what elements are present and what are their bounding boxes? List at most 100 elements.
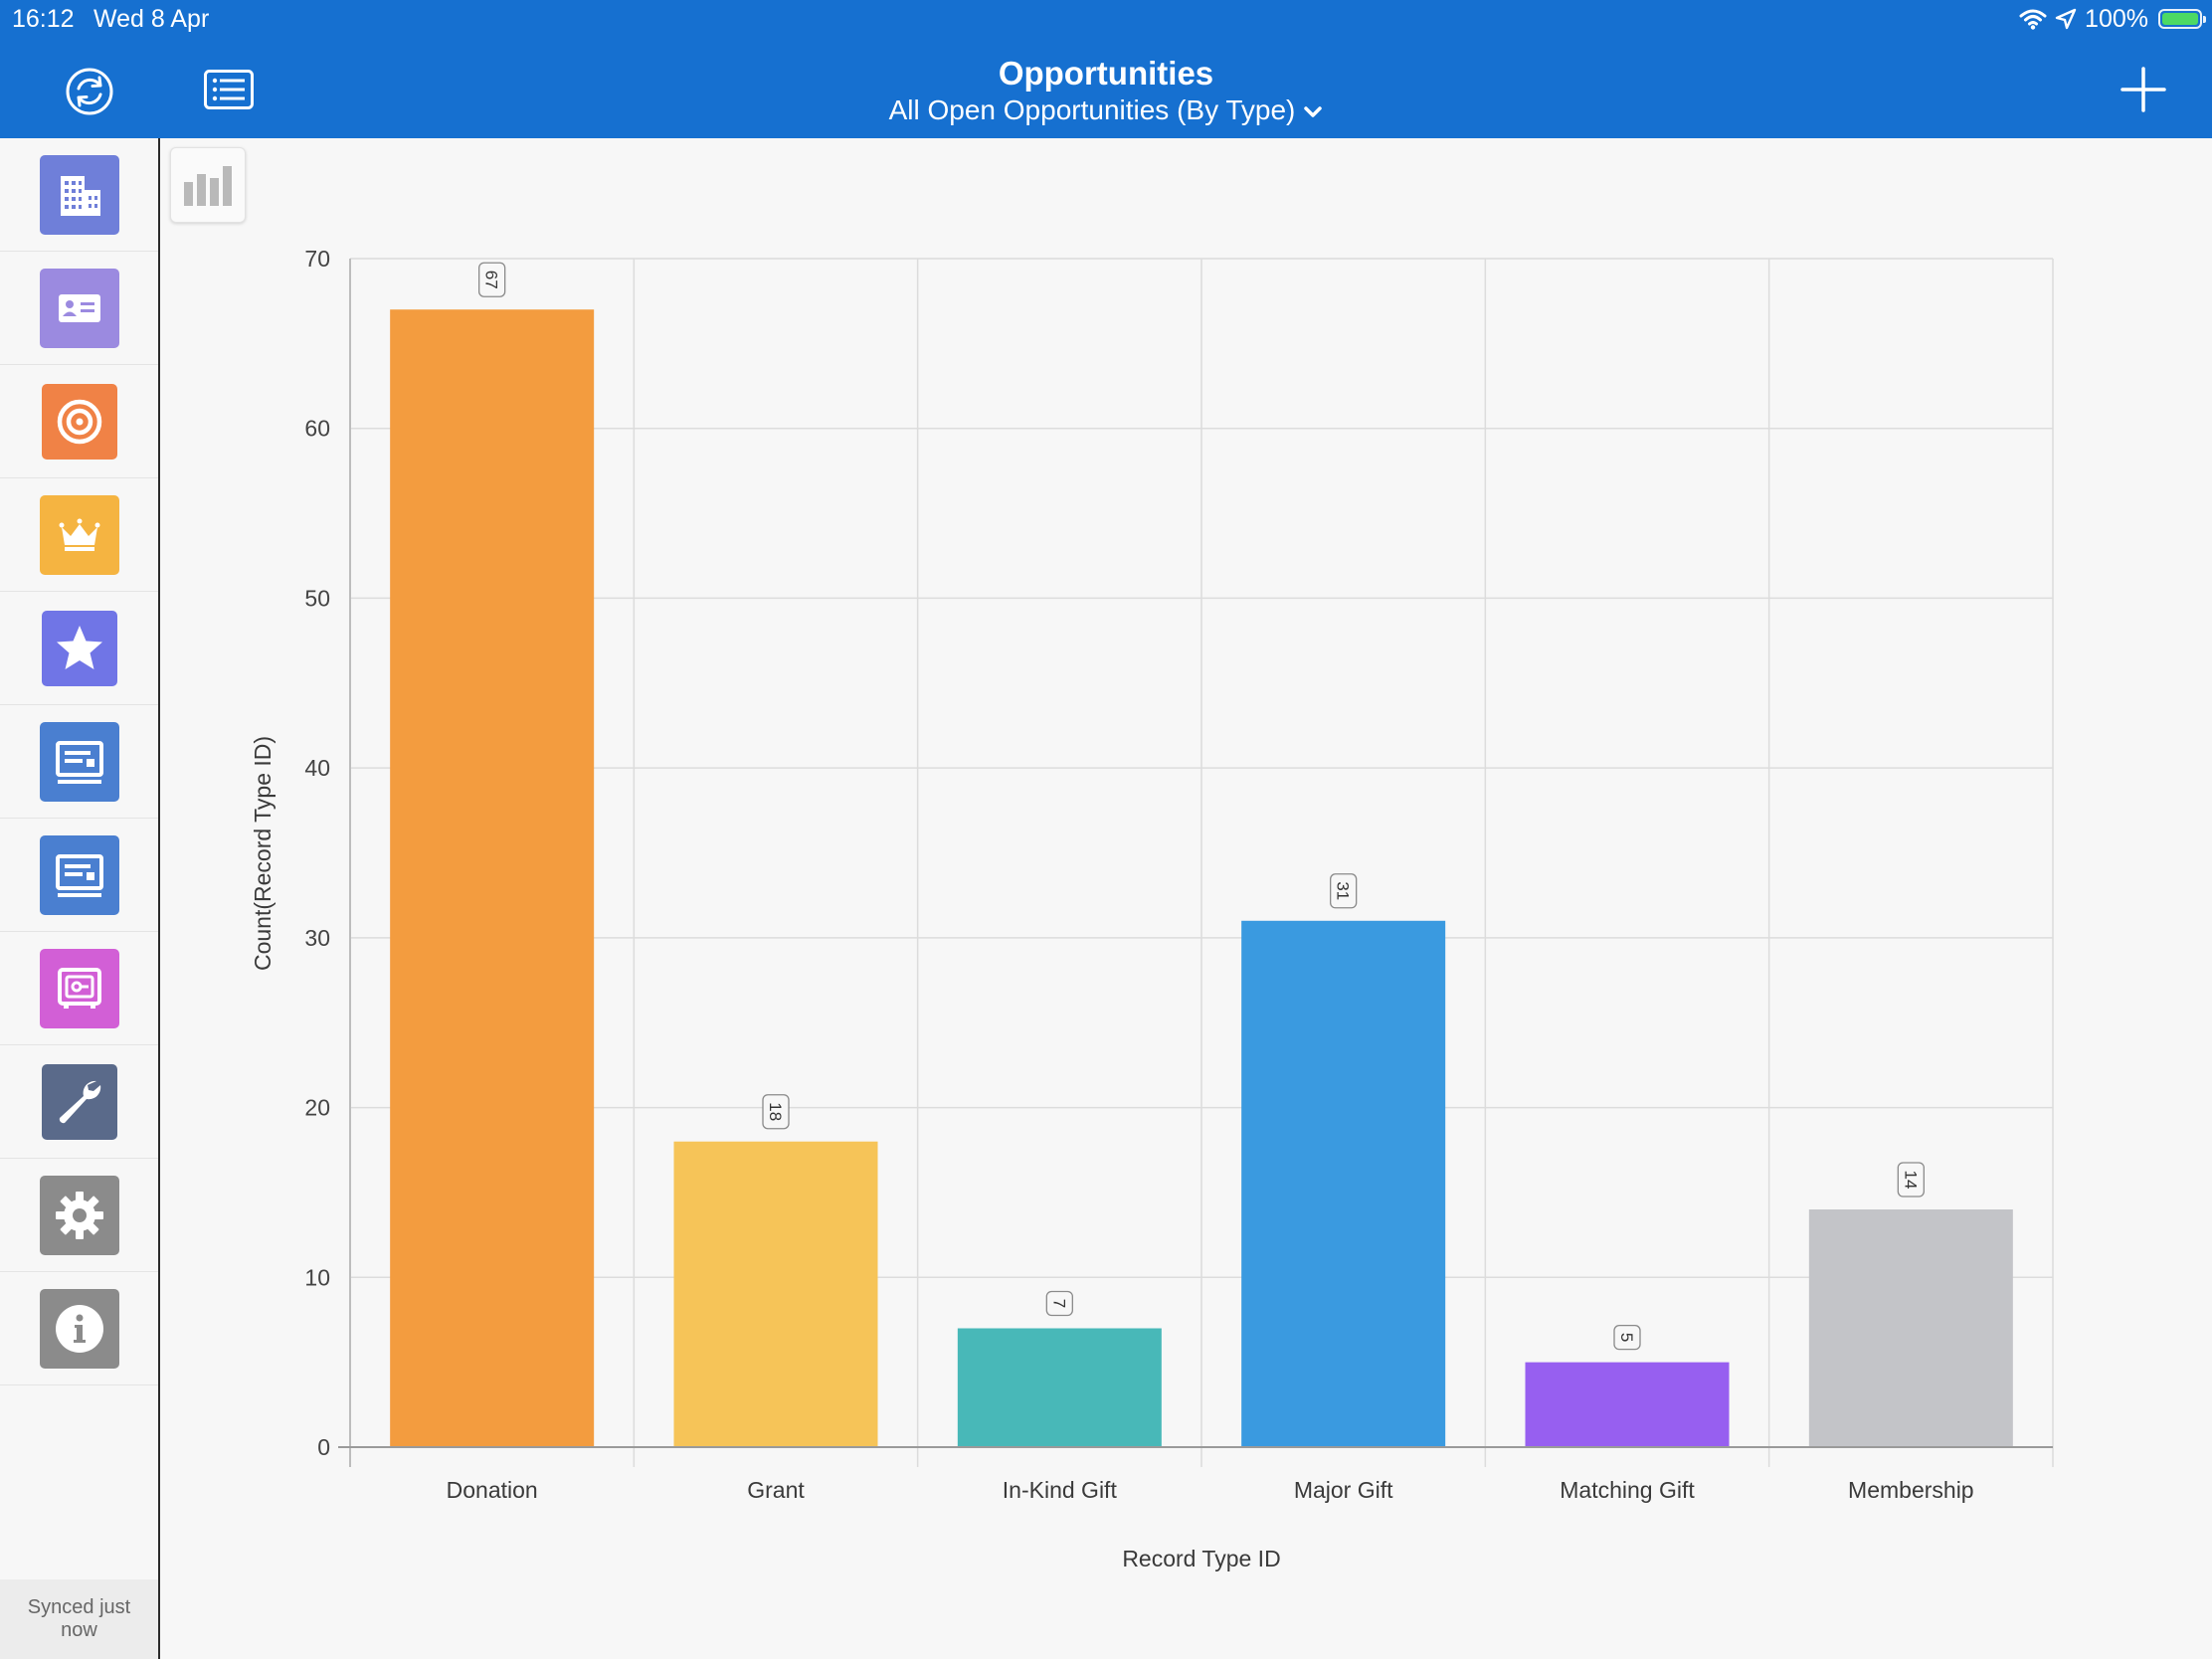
data-label-text: 18: [766, 1102, 785, 1121]
data-label-box: [1613, 1324, 1641, 1351]
sidebar-item-tools[interactable]: [0, 1045, 158, 1159]
data-label: 7: [1045, 1290, 1073, 1317]
bar-donation: [390, 309, 595, 1447]
data-label: 67: [478, 262, 506, 297]
y-tick-label: 30: [304, 925, 330, 951]
list-view-selector[interactable]: All Open Opportunities (By Type): [0, 93, 2212, 127]
data-label-box: [762, 1094, 790, 1130]
report-icon: [55, 853, 103, 897]
sidebar-tile: [41, 610, 117, 686]
y-tick-label: 0: [317, 1434, 330, 1460]
bar-grant: [673, 1141, 878, 1447]
sidebar-item-accounts[interactable]: [0, 138, 158, 252]
data-label-text: 5: [1617, 1333, 1636, 1342]
report-icon: [55, 740, 103, 784]
battery-percent: 100%: [2085, 4, 2148, 33]
chart-grid: [350, 258, 2054, 1467]
info-icon: [55, 1304, 103, 1353]
crown-icon: [59, 518, 99, 551]
sidebar-tile: [39, 268, 119, 348]
sidebar-item-reports-2[interactable]: [0, 819, 158, 932]
y-tick-label: 40: [304, 755, 330, 781]
location-icon: [2055, 8, 2077, 30]
sidebar-item-reports[interactable]: [0, 705, 158, 819]
sync-icon: [66, 68, 113, 115]
list-view-button[interactable]: [204, 70, 254, 109]
sync-button[interactable]: [64, 66, 115, 117]
x-tick-label: Membership: [1848, 1477, 1974, 1503]
data-label-text: 67: [482, 271, 501, 289]
chart-bars: 67 18 7 31 5 14: [390, 262, 2013, 1447]
chart-type-button[interactable]: [170, 147, 246, 223]
wifi-icon: [2019, 9, 2047, 30]
battery-icon: [2158, 9, 2206, 29]
chart-axes: 0 10 20 30 40 50 60 70 Donation Grant In-Kind Gift…: [304, 246, 2053, 1503]
plus-icon: [2120, 67, 2166, 112]
x-tick-label: Matching Gift: [1560, 1477, 1695, 1503]
sidebar-tile: [41, 383, 117, 460]
data-label-box: [478, 262, 506, 297]
sidebar-item-favorites[interactable]: [0, 592, 158, 705]
data-label: 5: [1613, 1324, 1641, 1351]
gear-icon: [55, 1191, 103, 1239]
sidebar-tile: [39, 154, 119, 235]
star-icon: [56, 625, 102, 669]
x-tick-label: Donation: [447, 1477, 538, 1503]
status-date: Wed 8 Apr: [93, 5, 210, 33]
x-tick-label: Grant: [747, 1477, 805, 1503]
add-button[interactable]: [2120, 67, 2166, 112]
data-label-box: [1897, 1162, 1925, 1198]
list-icon: [204, 70, 254, 109]
contact-card-icon: [58, 293, 100, 322]
data-label: 31: [1330, 873, 1358, 909]
x-tick-label: In-Kind Gift: [1003, 1477, 1118, 1503]
sidebar-item-opportunities[interactable]: [0, 365, 158, 478]
sidebar-tile: [39, 1288, 119, 1369]
sidebar-tile: [39, 834, 119, 915]
chevron-down-icon: [1304, 105, 1323, 117]
sidebar-tile: [39, 948, 119, 1028]
sync-status: Synced just now: [0, 1579, 158, 1659]
bar-major-gift: [1241, 920, 1446, 1447]
sidebar-item-about[interactable]: [0, 1272, 158, 1385]
battery-level: [2162, 13, 2198, 25]
data-label: 14: [1897, 1162, 1925, 1198]
bar-matching-gift: [1525, 1362, 1730, 1447]
data-label-text: 7: [1049, 1299, 1068, 1308]
sidebar-tile: [39, 1175, 119, 1255]
bar-membership: [1808, 1209, 2013, 1447]
page-title: Opportunities: [998, 55, 1214, 92]
target-icon: [57, 399, 101, 444]
data-label: 18: [762, 1094, 790, 1130]
list-view-name: All Open Opportunities (By Type): [888, 94, 1296, 125]
sidebar-tile: [39, 494, 119, 575]
sidebar: Synced just now: [0, 138, 160, 1659]
bar-chart-icon: [184, 166, 232, 206]
y-tick-label: 10: [304, 1264, 330, 1290]
sidebar-item-settings[interactable]: [0, 1159, 158, 1272]
sidebar-item-vault[interactable]: [0, 932, 158, 1045]
sidebar-tile: [41, 1063, 117, 1140]
y-axis-title: Count(Record Type ID): [250, 736, 276, 971]
wrench-icon: [59, 1080, 100, 1123]
y-tick-label: 50: [304, 585, 330, 611]
sidebar-tile: [39, 721, 119, 802]
bar-in-kind-gift: [957, 1328, 1162, 1447]
data-label-text: 31: [1334, 881, 1353, 900]
sidebar-item-contacts[interactable]: [0, 252, 158, 365]
y-tick-label: 70: [304, 246, 330, 272]
status-time: 16:12: [12, 5, 75, 33]
x-tick-label: Major Gift: [1294, 1477, 1393, 1503]
y-tick-label: 20: [304, 1095, 330, 1121]
sidebar-item-campaigns[interactable]: [0, 478, 158, 592]
data-label-text: 14: [1901, 1171, 1920, 1190]
navigation-bar: 16:12 Wed 8 Apr 100%: [0, 0, 2212, 138]
status-indicators: 100%: [2019, 3, 2206, 35]
x-axis-title: Record Type ID: [1122, 1546, 1280, 1571]
safe-icon: [57, 967, 101, 1009]
data-label-box: [1045, 1290, 1073, 1317]
building-icon: [60, 175, 100, 216]
data-label-box: [1330, 873, 1358, 909]
y-tick-label: 60: [304, 416, 330, 442]
